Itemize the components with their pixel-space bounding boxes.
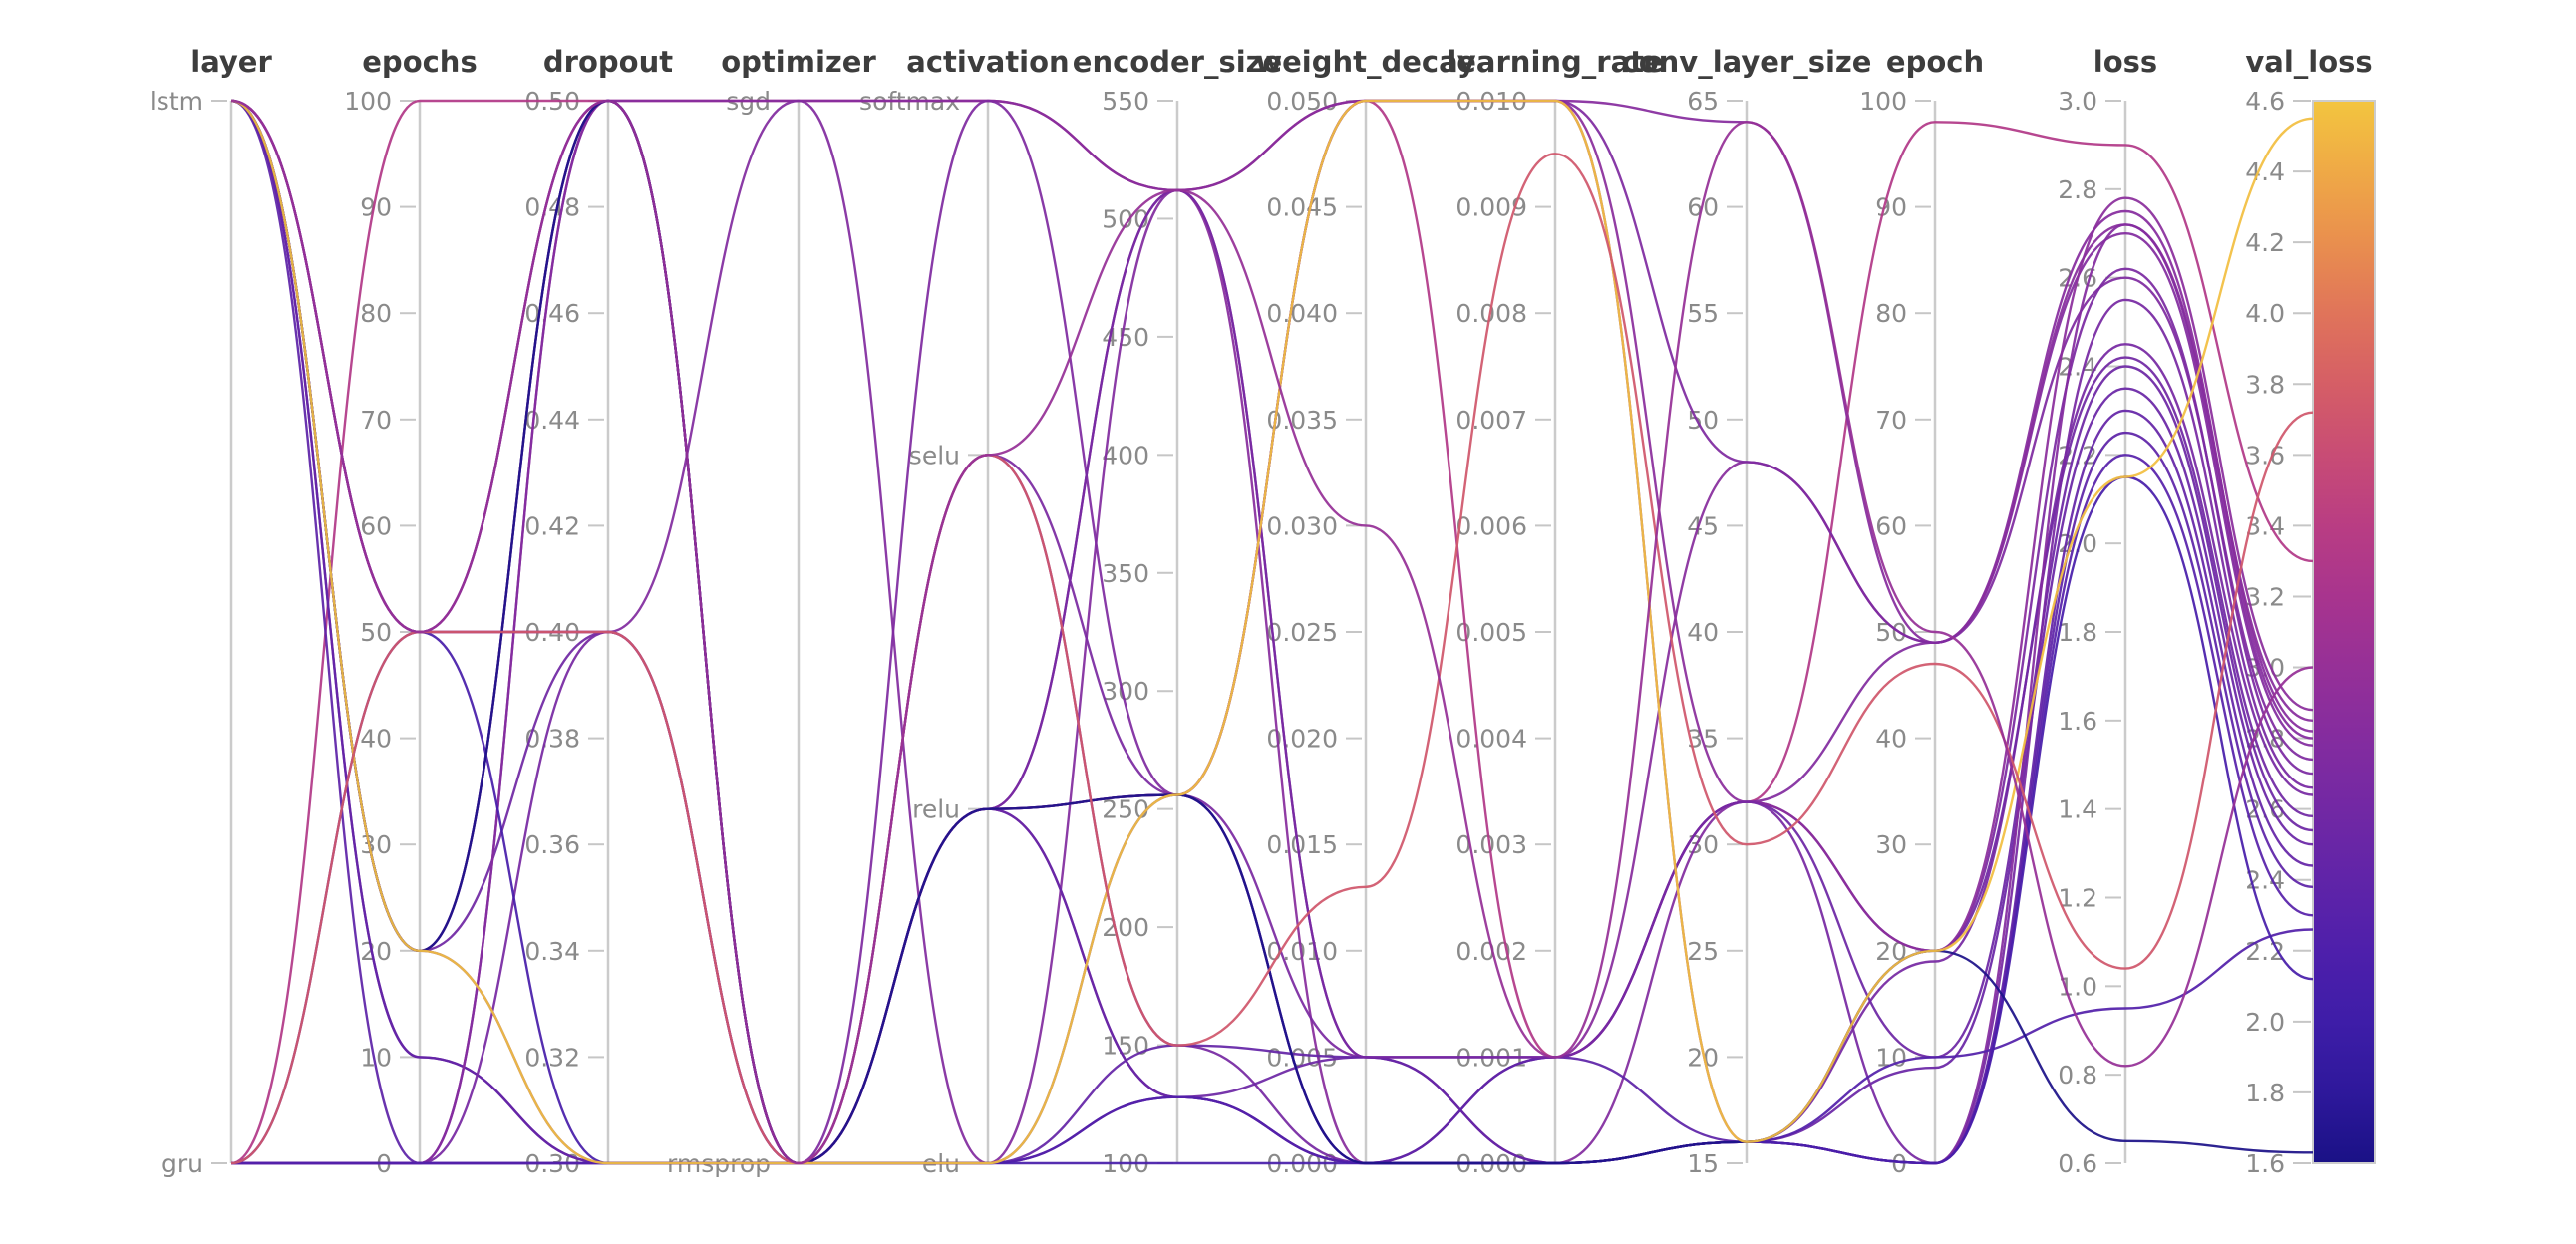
axis-title-layer[interactable]: layer [190, 45, 272, 79]
tick-label: 0.015 [1266, 830, 1338, 859]
tick-label: 3.8 [2245, 370, 2285, 399]
tick-label: 0.007 [1455, 406, 1527, 435]
tick-label: 4.4 [2245, 157, 2285, 186]
tick-label: 0.025 [1266, 618, 1338, 647]
tick-label: 200 [1102, 913, 1149, 942]
tick-label: 4.6 [2245, 87, 2285, 116]
tick-label: 20 [1875, 937, 1907, 966]
tick-label: 1.8 [2245, 1079, 2285, 1107]
tick-label: 0.030 [1266, 511, 1338, 540]
tick-label: 80 [1875, 299, 1907, 328]
tick-label: 0.005 [1266, 1043, 1338, 1072]
tick-label: 20 [360, 937, 392, 966]
tick-label: 500 [1102, 204, 1149, 233]
tick-label: 100 [1859, 87, 1907, 116]
colorbar-val_loss: 4.64.44.24.03.83.63.43.23.02.82.62.42.22… [2245, 45, 2376, 1178]
tick-label: 550 [1102, 87, 1149, 116]
tick-label: 3.2 [2245, 582, 2285, 611]
axis-title-encoder_size[interactable]: encoder_size [1073, 45, 1282, 79]
tick-label: 1.8 [2058, 618, 2097, 647]
tick-label: 0.34 [524, 937, 580, 966]
tick-label: 40 [1687, 618, 1719, 647]
axis-encoder_size: 550500450400350300250200150100encoder_si… [1073, 45, 1282, 1178]
axis-title-loss[interactable]: loss [2093, 45, 2157, 79]
tick-label: 0.46 [524, 299, 580, 328]
tick-label: 0 [1891, 1149, 1907, 1178]
tick-label: 10 [1875, 1043, 1907, 1072]
tick-label: 4.2 [2245, 228, 2285, 257]
tick-label: 0.36 [524, 830, 580, 859]
tick-label: 1.6 [2058, 707, 2097, 736]
run-line [230, 99, 2314, 1165]
tick-label: 15 [1687, 1149, 1719, 1178]
tick-label: 25 [1687, 937, 1719, 966]
category-label: gru [161, 1149, 203, 1178]
run-line [230, 99, 2314, 1165]
axis-weight_decay: 0.0500.0450.0400.0350.0300.0250.0200.015… [1255, 45, 1475, 1178]
tick-label: 250 [1102, 795, 1149, 824]
tick-label: 55 [1687, 299, 1719, 328]
tick-label: 65 [1687, 87, 1719, 116]
axis-title-weight_decay[interactable]: weight_decay [1255, 45, 1475, 79]
tick-label: 0.48 [524, 193, 580, 222]
tick-label: 0.045 [1266, 193, 1338, 222]
run-lines [230, 99, 2314, 1165]
tick-label: 1.4 [2058, 795, 2097, 824]
tick-label: 70 [360, 406, 392, 435]
tick-label: 30 [360, 830, 392, 859]
run-line [230, 99, 2314, 1165]
tick-label: 0.8 [2058, 1061, 2097, 1089]
tick-label: 400 [1102, 441, 1149, 469]
tick-label: 60 [1875, 511, 1907, 540]
tick-label: 30 [1875, 830, 1907, 859]
tick-label: 70 [1875, 406, 1907, 435]
tick-label: 0.32 [524, 1043, 580, 1072]
tick-label: 60 [360, 511, 392, 540]
run-line [230, 153, 2314, 1165]
tick-label: 100 [344, 87, 392, 116]
tick-label: 50 [1875, 618, 1907, 647]
axis-title-val_loss[interactable]: val_loss [2245, 45, 2372, 79]
axis-title-epochs[interactable]: epochs [362, 45, 477, 79]
category-label: relu [912, 795, 960, 824]
tick-label: 40 [360, 725, 392, 754]
tick-label: 0.009 [1455, 193, 1527, 222]
tick-label: 0.035 [1266, 406, 1338, 435]
tick-label: 3.6 [2245, 441, 2285, 469]
category-label: selu [909, 441, 960, 469]
tick-label: 350 [1102, 559, 1149, 588]
tick-label: 0.6 [2058, 1149, 2097, 1178]
tick-label: 4.0 [2245, 299, 2285, 328]
tick-label: 90 [1875, 193, 1907, 222]
axis-title-dropout[interactable]: dropout [543, 45, 673, 79]
tick-label: 0.050 [1266, 87, 1338, 116]
tick-label: 50 [360, 618, 392, 647]
tick-label: 3.0 [2058, 87, 2097, 116]
run-line [230, 475, 2314, 1165]
category-label: lstm [150, 87, 203, 116]
axis-title-optimizer[interactable]: optimizer [721, 45, 876, 79]
tick-label: 40 [1875, 725, 1907, 754]
tick-label: 1.2 [2058, 884, 2097, 913]
axis-title-learning_rate[interactable]: learning_rate [1447, 45, 1663, 79]
tick-label: 0.004 [1455, 725, 1527, 754]
tick-label: 80 [360, 299, 392, 328]
tick-label: 150 [1102, 1032, 1149, 1061]
tick-label: 2.0 [2245, 1008, 2285, 1037]
tick-label: 0.006 [1455, 511, 1527, 540]
colorbar-gradient [2312, 100, 2376, 1164]
axis-title-conv_layer_size[interactable]: conv_layer_size [1622, 45, 1872, 79]
axis-title-activation[interactable]: activation [906, 45, 1069, 79]
run-line [230, 99, 2314, 1165]
tick-label: 0.42 [524, 511, 580, 540]
tick-label: 1.6 [2245, 1149, 2285, 1178]
axis-layer: lstm gru layer [150, 45, 273, 1178]
tick-label: 0.040 [1266, 299, 1338, 328]
axis-title-epoch[interactable]: epoch [1886, 45, 1984, 79]
tick-label: 2.8 [2058, 175, 2097, 204]
